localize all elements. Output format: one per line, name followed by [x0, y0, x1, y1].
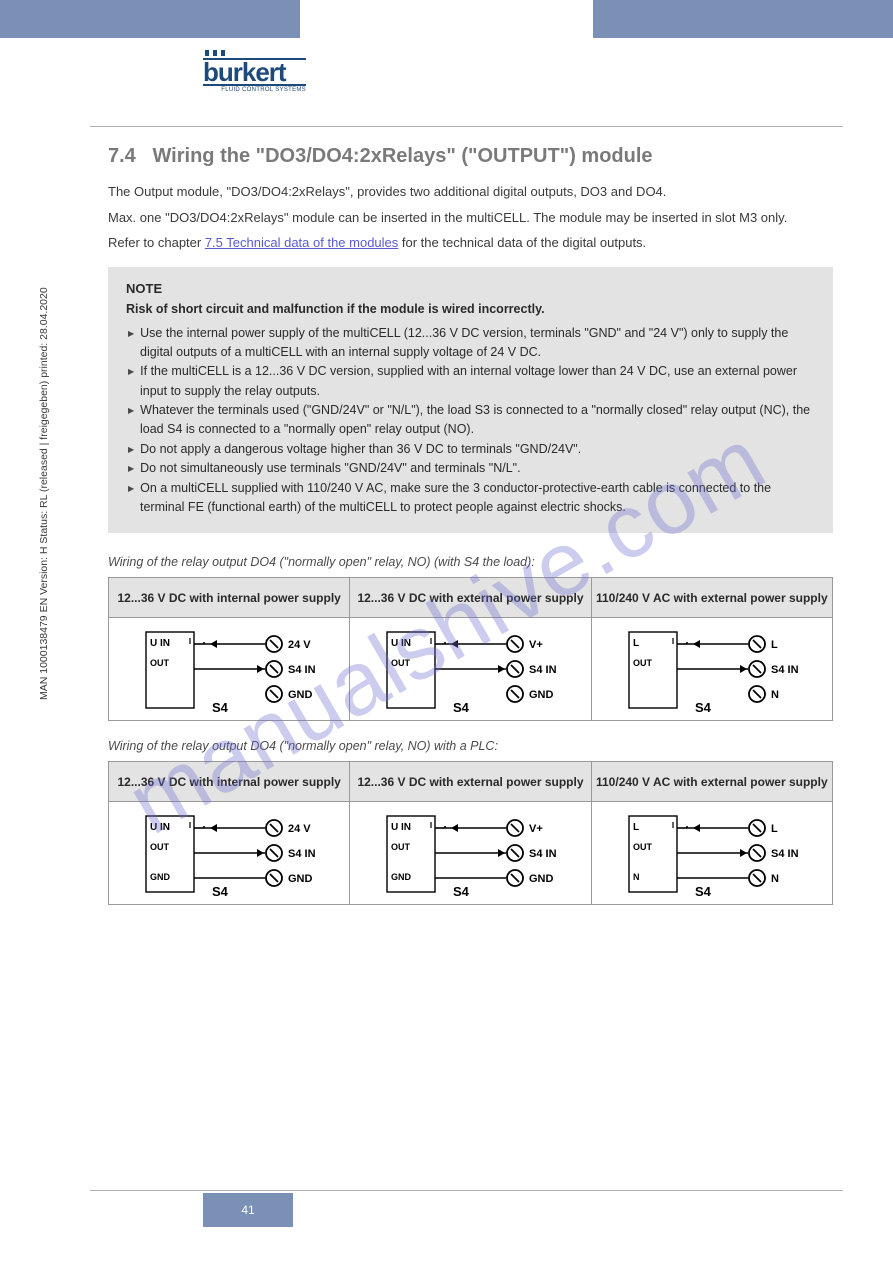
svg-text:U IN: U IN	[150, 638, 170, 649]
topbar-left-block	[0, 0, 300, 38]
circuit-diagram: U IN OUT S4 V+ S4 IN GND	[365, 624, 575, 716]
svg-text:GND: GND	[529, 873, 554, 885]
diagram-cell: U IN OUT S4 24 V S4 IN GND	[109, 618, 349, 720]
note-item: If the multiCELL is a 12...36 V DC versi…	[128, 362, 815, 401]
circuit-diagram: U IN OUT GND S4 24 V S4 IN GND	[124, 808, 334, 900]
note-subtitle: Risk of short circuit and malfunction if…	[126, 302, 815, 316]
para-2: Max. one "DO3/DO4:2xRelays" module can b…	[108, 208, 833, 228]
svg-text:OUT: OUT	[391, 842, 411, 852]
svg-text:V+: V+	[529, 639, 543, 651]
svg-text:S4 IN: S4 IN	[529, 848, 557, 860]
svg-text:S4: S4	[212, 700, 229, 715]
svg-text:S4: S4	[453, 700, 470, 715]
svg-text:OUT: OUT	[150, 842, 170, 852]
note-item: Use the internal power supply of the mul…	[128, 324, 815, 363]
page-content: 7.4 Wiring the "DO3/DO4:2xRelays" ("OUTP…	[108, 145, 833, 905]
circuit-diagram: U IN OUT GND S4 V+ S4 IN GND	[365, 808, 575, 900]
svg-text:L: L	[771, 823, 778, 835]
svg-text:U IN: U IN	[391, 822, 411, 833]
brand-logo: burkert FLUID CONTROL SYSTEMS	[203, 50, 306, 93]
table-b-header-1: 12...36 V DC with internal power supply	[109, 762, 350, 802]
note-item: Do not apply a dangerous voltage higher …	[128, 440, 815, 459]
diagram-cell: U IN OUT S4 V+ S4 IN GND	[350, 618, 590, 720]
svg-text:GND: GND	[391, 872, 412, 882]
topbar-right-block	[593, 0, 893, 38]
table-a-header-1: 12...36 V DC with internal power supply	[109, 578, 350, 618]
document-meta-sidetext: MAN 1000138479 EN Version: H Status: RL …	[38, 287, 50, 700]
svg-text:OUT: OUT	[633, 658, 653, 668]
para-3b: for the technical data of the digital ou…	[398, 235, 646, 250]
table-a-header-2: 12...36 V DC with external power supply	[350, 578, 591, 618]
svg-text:U IN: U IN	[391, 638, 411, 649]
note-item: On a multiCELL supplied with 110/240 V A…	[128, 479, 815, 518]
svg-text:S4 IN: S4 IN	[771, 664, 799, 676]
svg-text:OUT: OUT	[391, 658, 411, 668]
svg-text:L: L	[771, 639, 778, 651]
svg-text:N: N	[633, 872, 640, 882]
para-1: The Output module, "DO3/DO4:2xRelays", p…	[108, 182, 833, 202]
circuit-diagram: L OUT S4 L S4 IN N	[607, 624, 817, 716]
footer-rule	[90, 1190, 843, 1191]
para-3: Refer to chapter 7.5 Technical data of t…	[108, 233, 833, 253]
table-a-caption: Wiring of the relay output DO4 ("normall…	[108, 555, 833, 569]
svg-text:GND: GND	[288, 689, 313, 701]
diagram-cell: L OUT S4 L S4 IN N	[592, 618, 832, 720]
svg-text:S4: S4	[695, 700, 712, 715]
table-a: 12...36 V DC with internal power supply …	[108, 577, 833, 721]
logo-dots	[205, 50, 306, 56]
brand-name: burkert	[203, 58, 306, 86]
note-title: NOTE	[126, 281, 815, 296]
xref-link[interactable]: 7.5 Technical data of the modules	[205, 235, 398, 250]
section-heading: 7.4 Wiring the "DO3/DO4:2xRelays" ("OUTP…	[108, 145, 833, 168]
svg-text:OUT: OUT	[633, 842, 653, 852]
note-box: NOTE Risk of short circuit and malfuncti…	[108, 267, 833, 534]
svg-text:S4: S4	[695, 884, 712, 899]
note-item: Do not simultaneously use terminals "GND…	[128, 459, 815, 478]
table-b: 12...36 V DC with internal power supply …	[108, 761, 833, 905]
svg-text:S4 IN: S4 IN	[288, 664, 316, 676]
svg-text:U IN: U IN	[150, 822, 170, 833]
top-header-bar	[0, 0, 893, 38]
note-item: Whatever the terminals used ("GND/24V" o…	[128, 401, 815, 440]
diagram-cell: U IN OUT GND S4 24 V S4 IN GND	[109, 802, 349, 904]
svg-text:S4 IN: S4 IN	[288, 848, 316, 860]
svg-text:N: N	[771, 873, 779, 885]
table-b-caption: Wiring of the relay output DO4 ("normall…	[108, 739, 833, 753]
note-list: Use the internal power supply of the mul…	[126, 324, 815, 518]
svg-text:GND: GND	[150, 872, 171, 882]
page-number-box: 41	[203, 1193, 293, 1227]
diagram-cell: U IN OUT GND S4 V+ S4 IN GND	[350, 802, 590, 904]
svg-text:S4 IN: S4 IN	[529, 664, 557, 676]
topbar-mid	[300, 0, 593, 38]
svg-text:S4: S4	[212, 884, 229, 899]
section-number: 7.4	[108, 145, 136, 167]
section-title: Wiring the "DO3/DO4:2xRelays" ("OUTPUT")…	[152, 145, 652, 167]
table-b-header-3: 110/240 V AC with external power supply	[591, 762, 832, 802]
para-3a: Refer to chapter	[108, 235, 205, 250]
header-rule	[90, 126, 843, 127]
circuit-diagram: U IN OUT S4 24 V S4 IN GND	[124, 624, 334, 716]
svg-text:L: L	[633, 638, 639, 649]
svg-text:GND: GND	[288, 873, 313, 885]
svg-text:N: N	[771, 689, 779, 701]
svg-text:S4 IN: S4 IN	[771, 848, 799, 860]
table-a-header-3: 110/240 V AC with external power supply	[591, 578, 832, 618]
brand-tagline: FLUID CONTROL SYSTEMS	[203, 87, 306, 93]
svg-text:OUT: OUT	[150, 658, 170, 668]
svg-text:GND: GND	[529, 689, 554, 701]
svg-text:S4: S4	[453, 884, 470, 899]
diagram-cell: L OUT N S4 L S4 IN N	[592, 802, 832, 904]
svg-text:L: L	[633, 822, 639, 833]
circuit-diagram: L OUT N S4 L S4 IN N	[607, 808, 817, 900]
svg-text:V+: V+	[529, 823, 543, 835]
svg-text:24 V: 24 V	[288, 639, 311, 651]
svg-text:24 V: 24 V	[288, 823, 311, 835]
table-b-header-2: 12...36 V DC with external power supply	[350, 762, 591, 802]
